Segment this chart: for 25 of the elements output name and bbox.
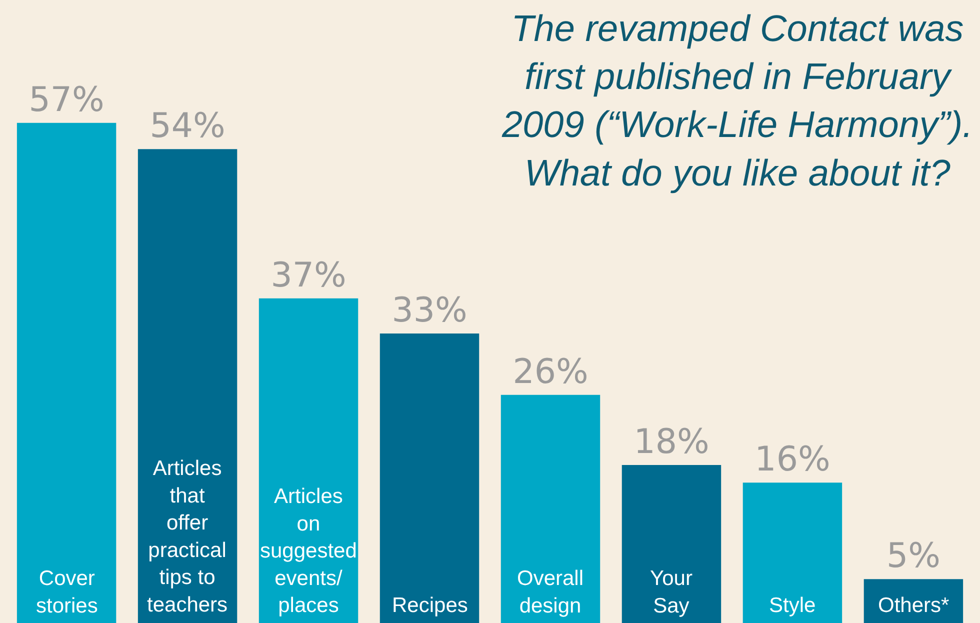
data-label: 54% <box>150 106 226 146</box>
x-tick-label: Overall design <box>517 567 584 618</box>
data-label: 26% <box>512 352 588 392</box>
bar <box>500 394 600 623</box>
data-label: 5% <box>886 536 940 576</box>
data-label: 37% <box>270 255 346 296</box>
x-tick-label: Articles that offer practical tips to teachers <box>147 457 228 616</box>
x-tick-label: Recipes <box>392 594 468 617</box>
bar <box>258 298 358 623</box>
x-tick-label: Cover stories <box>36 567 98 618</box>
bar <box>622 465 722 623</box>
x-tick-label: Others* <box>878 594 950 617</box>
bar <box>742 482 842 623</box>
x-tick-label: Style <box>769 594 816 617</box>
data-label: 18% <box>634 422 710 462</box>
data-label: 57% <box>28 80 104 120</box>
bar <box>380 333 480 623</box>
text: The revamped Contact was first published in February 2009 (“Work-Life Harmony”). What do you like about it? <box>501 8 973 194</box>
bar <box>138 149 238 623</box>
x-tick-label: Articles on suggested events/ places <box>260 485 357 618</box>
x-tick-label: Your Say <box>650 567 692 618</box>
data-label: 33% <box>392 290 468 330</box>
data-label: 16% <box>754 440 830 480</box>
bar <box>864 579 964 623</box>
bar <box>16 122 116 623</box>
